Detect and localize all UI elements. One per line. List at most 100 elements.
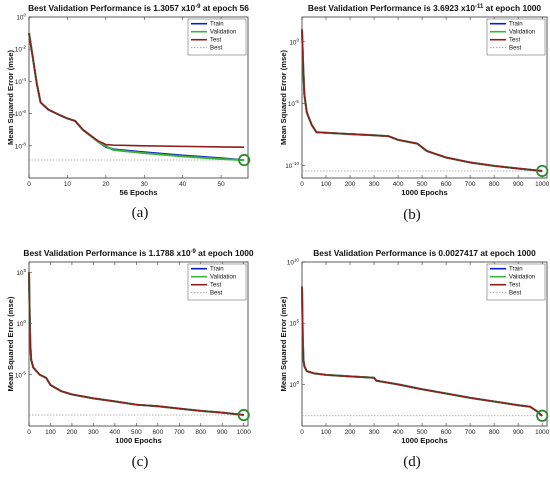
legend-label-test: Test <box>509 37 520 44</box>
x-tick-label: 500 <box>417 429 428 436</box>
y-axis-label: Mean Squared Error (mse) <box>6 50 15 145</box>
legend-label-validation: Validation <box>210 29 236 36</box>
chart-title: Best Validation Performance is 1.1788 x1… <box>23 248 254 258</box>
x-tick-label: 700 <box>465 429 476 436</box>
chart-panel-c: Best Validation Performance is 1.1788 x1… <box>6 248 254 445</box>
best-point-marker <box>238 153 251 167</box>
series-line-test <box>301 29 543 172</box>
x-tick-label: 400 <box>393 181 404 188</box>
y-tick-label: 100 <box>289 37 299 46</box>
x-tick-label: 0 <box>300 181 304 188</box>
legend-label-train: Train <box>210 21 224 28</box>
legend-label-best: Best <box>509 45 522 52</box>
x-tick-label: 20 <box>102 181 110 188</box>
y-tick-base: 10 <box>289 382 297 389</box>
x-tick-label: 900 <box>217 429 228 436</box>
x-axis-label: 1000 Epochs <box>401 436 447 445</box>
y-tick-label: 10-4 <box>15 77 27 86</box>
x-tick-label: 500 <box>417 181 428 188</box>
legend-label-best: Best <box>509 290 522 297</box>
x-tick-label: 300 <box>369 181 380 188</box>
y-tick-base: 10 <box>15 111 23 118</box>
y-tick-exponent: 0 <box>296 380 299 385</box>
x-tick-label: 10 <box>64 181 72 188</box>
y-tick-exponent: 0 <box>23 13 26 18</box>
x-axis-label: 1000 Epochs <box>115 436 161 445</box>
chart-title-exponent: -11 <box>475 4 484 10</box>
chart-title: Best Validation Performance is 1.3057 x1… <box>28 3 249 13</box>
legend-label-train: Train <box>509 21 523 28</box>
y-tick-label: 100 <box>289 380 299 389</box>
y-tick-base: 10 <box>16 15 24 22</box>
best-point-marker <box>536 164 549 178</box>
series-line-test <box>301 286 543 417</box>
y-tick-label: 10-8 <box>15 141 27 150</box>
x-tick-label: 700 <box>465 181 476 188</box>
chart-panel-b: Best Validation Performance is 3.6923 x1… <box>279 3 550 197</box>
y-tick-base: 10 <box>16 270 24 277</box>
x-tick-label: 800 <box>489 181 500 188</box>
chart-title-text: Best Validation Performance is 3.6923 x1… <box>308 3 475 13</box>
y-tick-base: 10 <box>289 39 297 46</box>
y-tick-exponent: 0 <box>296 37 299 42</box>
y-tick-base: 10 <box>15 47 23 54</box>
y-tick-exponent: -8 <box>22 141 27 146</box>
x-tick-label: 500 <box>131 429 142 436</box>
chart-title-suffix: at epoch 1000 <box>483 3 541 13</box>
x-tick-label: 800 <box>489 429 500 436</box>
x-tick-label: 40 <box>179 181 187 188</box>
best-point-marker <box>536 409 549 422</box>
figure-caption-d: (d) <box>403 454 421 470</box>
legend-label-test: Test <box>210 282 221 289</box>
legend-label-train: Train <box>509 266 523 273</box>
legend-label-test: Test <box>509 282 520 289</box>
series-line-test <box>28 32 245 148</box>
legend-label-train: Train <box>210 266 224 273</box>
y-tick-exponent: -2 <box>22 45 27 50</box>
legend-label-validation: Validation <box>509 29 535 36</box>
legend-box <box>486 263 546 301</box>
x-axis-label: 1000 Epochs <box>401 188 447 197</box>
legend-label-best: Best <box>210 290 223 297</box>
chart-title-text: Best Validation Performance is 1.1788 x1… <box>23 248 190 258</box>
x-tick-label: 50 <box>218 181 226 188</box>
chart-title-text: Best Validation Performance is 1.3057 x1… <box>28 3 195 13</box>
legend-box <box>187 263 247 301</box>
chart-title-text: Best Validation Performance is 0.0027417… <box>313 248 536 258</box>
y-axis-label: Mean Squared Error (mse) <box>6 296 15 391</box>
x-tick-label: 900 <box>513 429 524 436</box>
x-axis-label: 56 Epochs <box>120 188 158 197</box>
x-tick-label: 200 <box>67 429 78 436</box>
x-tick-label: 600 <box>441 181 452 188</box>
x-tick-label: 700 <box>174 429 185 436</box>
best-point-marker <box>237 408 250 422</box>
chart-title-exponent: -9 <box>195 4 201 10</box>
y-tick-base: 10 <box>288 101 296 108</box>
x-tick-label: 30 <box>141 181 149 188</box>
x-tick-label: 1000 <box>237 429 252 436</box>
y-tick-base: 10 <box>15 143 23 150</box>
legend-box <box>486 18 546 56</box>
y-tick-label: 100 <box>16 319 26 328</box>
y-tick-exponent: 5 <box>296 319 299 324</box>
y-tick-base: 10 <box>287 260 295 267</box>
x-tick-label: 1000 <box>535 181 550 188</box>
chart-title: Best Validation Performance is 0.0027417… <box>313 248 536 258</box>
y-tick-label: 105 <box>16 268 26 277</box>
y-tick-exponent: 10 <box>294 258 300 263</box>
x-tick-label: 200 <box>345 429 356 436</box>
y-tick-base: 10 <box>15 79 23 86</box>
figure-caption-a: (a) <box>132 205 149 221</box>
y-tick-label: 10-5 <box>288 99 300 108</box>
legend-label-test: Test <box>210 37 221 44</box>
y-tick-label: 100 <box>16 13 26 22</box>
y-axis-label: Mean Squared Error (mse) <box>279 296 288 391</box>
series-line-test <box>28 272 244 416</box>
chart-panel-a: Best Validation Performance is 1.3057 x1… <box>6 3 251 197</box>
x-tick-label: 100 <box>321 429 332 436</box>
chart-panel-d: Best Validation Performance is 0.0027417… <box>279 248 550 445</box>
